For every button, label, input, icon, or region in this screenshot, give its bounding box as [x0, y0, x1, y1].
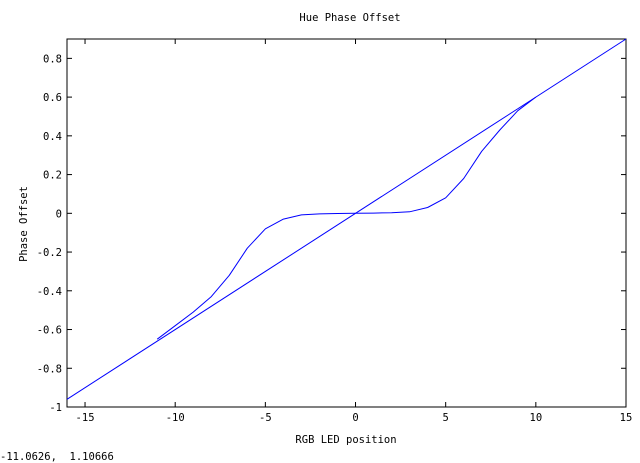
x-axis-label: RGB LED position: [295, 434, 396, 446]
series-layer: [66, 38, 627, 400]
y-axis-label: Phase Offset: [18, 186, 30, 262]
y-tick-label: 0.8: [43, 53, 62, 65]
x-tick-label: -5: [259, 412, 272, 424]
y-tick-label: 0.6: [43, 92, 62, 104]
ticks-layer: -15 -10 -5 0 5 10 15 -1 -0.8 -0.6 -0.4 -0.2 0 0.2 0.4 0…: [37, 39, 633, 424]
y-tick-label: -0.8: [37, 363, 62, 375]
x-tick-label: 0: [352, 412, 358, 424]
y-tick-label: -0.6: [37, 325, 62, 337]
x-tick-label: -15: [76, 412, 95, 424]
chart-title: Hue Phase Offset: [299, 12, 400, 24]
x-tick-label: 15: [620, 412, 633, 424]
x-tick-label: 5: [443, 412, 449, 424]
chart-svg[interactable]: Hue Phase Offset RGB LED position Phase …: [0, 0, 640, 450]
series-line-2: [156, 96, 537, 340]
plot-frame: [66, 38, 627, 408]
series-line-1: [66, 38, 627, 400]
y-tick-label: 0: [56, 208, 62, 220]
cursor-coordinate-readout: -11.0626, 1.10666: [0, 451, 114, 463]
y-tick-label: -1: [49, 402, 62, 414]
y-tick-label: 0.4: [43, 131, 62, 143]
x-tick-label: 10: [530, 412, 543, 424]
x-tick-label: -10: [166, 412, 185, 424]
y-tick-label: 0.2: [43, 170, 62, 182]
y-tick-label: -0.4: [37, 286, 62, 298]
y-tick-label: -0.2: [37, 247, 62, 259]
